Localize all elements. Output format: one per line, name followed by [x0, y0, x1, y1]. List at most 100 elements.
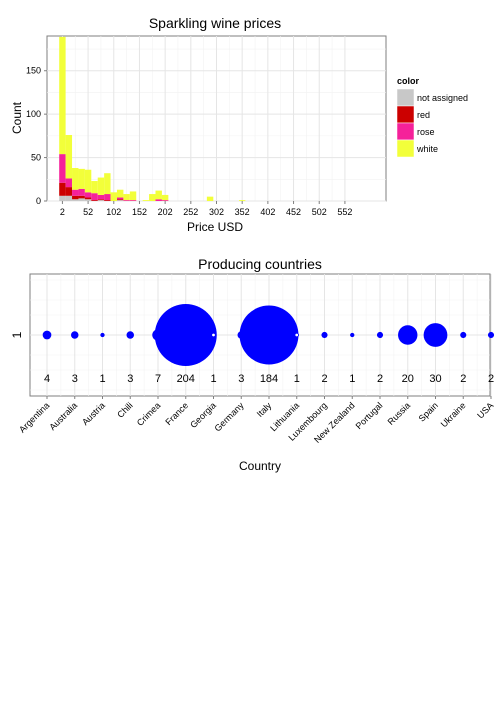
- x-tick-label: France: [163, 400, 190, 427]
- x-tick-label: Spain: [417, 400, 440, 423]
- series-white: [59, 36, 246, 201]
- histogram-bar: [123, 194, 130, 201]
- countries-chart: Producing countries 4 3 1 3 7 204 1 3 184 1 2 1 2 20 3…: [10, 256, 495, 473]
- bubble-luxembourg: [321, 331, 328, 339]
- bubble-argentina: [42, 330, 52, 340]
- count-label: 3: [238, 373, 244, 385]
- x-tick-label: Argentina: [17, 400, 51, 434]
- count-label: 3: [72, 373, 78, 385]
- countries-bubbles: [42, 304, 495, 366]
- countries-title: Producing countries: [198, 256, 322, 272]
- histogram-y-axis-label: Count: [10, 101, 24, 134]
- x-tick-label: Germany: [212, 400, 246, 434]
- x-tick-label: Ukraine: [439, 400, 468, 429]
- histogram-bar: [84, 169, 92, 193]
- histogram-bar: [78, 195, 85, 199]
- histogram-y-ticks: 0 50 100 150: [26, 66, 47, 206]
- histogram-bar: [78, 168, 85, 189]
- histogram-bar: [110, 192, 117, 201]
- histogram-bar: [59, 36, 66, 155]
- histogram-bar: [161, 200, 169, 201]
- histogram-bar: [104, 173, 111, 195]
- count-label: 204: [177, 373, 195, 385]
- legend-key: [396, 105, 415, 124]
- histogram-bar: [149, 194, 156, 201]
- histogram-bar: [78, 188, 85, 196]
- x-tick-label: 502: [312, 207, 327, 217]
- histogram-bar: [97, 200, 105, 201]
- count-label: 1: [210, 373, 216, 385]
- x-tick-label: 452: [286, 207, 301, 217]
- y-tick-label: 0: [36, 196, 41, 206]
- legend-label: red: [417, 110, 430, 120]
- histogram-title: Sparkling wine prices: [149, 15, 281, 31]
- y-tick-label: 150: [26, 66, 41, 76]
- histogram-bar: [59, 182, 66, 196]
- legend-label: rose: [417, 127, 435, 137]
- histogram-bar: [91, 181, 98, 194]
- x-tick-label: 552: [337, 207, 352, 217]
- count-label: 2: [488, 373, 494, 385]
- histogram-bar: [91, 200, 98, 201]
- count-label: 1: [349, 373, 355, 385]
- histogram-bar: [59, 195, 66, 201]
- histogram-bar: [238, 200, 246, 201]
- series-red: [59, 182, 124, 201]
- x-tick-label: Austria: [80, 400, 107, 427]
- histogram-bar: [104, 200, 111, 201]
- y-tick-label: 100: [26, 109, 41, 119]
- x-tick-label: Australia: [47, 400, 79, 432]
- histogram-bar: [97, 177, 105, 195]
- histogram-bar: [142, 200, 150, 201]
- x-tick-label: Russia: [386, 400, 413, 427]
- x-tick-label: Italy: [255, 400, 274, 419]
- x-tick-label: 152: [132, 207, 147, 217]
- countries-y-tick-1: 1: [10, 331, 24, 338]
- legend-key: [396, 88, 415, 107]
- bubble-usa: [487, 331, 495, 339]
- legend-key: [396, 122, 415, 141]
- histogram-bar: [59, 154, 66, 183]
- y-tick-label: 50: [31, 153, 41, 163]
- x-tick-label: 252: [183, 207, 198, 217]
- histogram-bar: [65, 135, 73, 179]
- histogram-bar: [72, 199, 79, 201]
- count-label: 2: [321, 373, 327, 385]
- histogram-bar: [116, 197, 124, 200]
- histogram-bar: [84, 199, 92, 201]
- histogram-bar: [104, 194, 111, 201]
- count-label: 1: [294, 373, 300, 385]
- histogram-bar: [72, 195, 79, 200]
- bubble-new-zealand: [350, 332, 355, 338]
- bubble-australia: [70, 331, 79, 339]
- bubble-austria: [100, 332, 105, 338]
- histogram-bar: [84, 192, 92, 198]
- histogram-bar: [161, 194, 169, 201]
- histogram-bar: [97, 199, 105, 201]
- histogram-bar: [116, 189, 124, 198]
- count-label: 2: [377, 373, 383, 385]
- countries-x-axis-label: Country: [239, 459, 281, 473]
- x-tick-label: 2: [60, 207, 65, 217]
- legend-items: not assigned red rose white: [396, 88, 468, 158]
- bubble-chili: [126, 331, 135, 339]
- series-rose: [59, 154, 169, 201]
- histogram-chart: Sparkling wine prices 2 52 102 152 202 252 302…: [10, 15, 468, 234]
- count-label: 4: [44, 373, 50, 385]
- histogram-bar: [65, 187, 73, 196]
- count-label: 30: [429, 373, 441, 385]
- x-tick-label: 52: [83, 207, 93, 217]
- x-tick-label: 102: [106, 207, 121, 217]
- count-label: 2: [460, 373, 466, 385]
- legend-title: color: [397, 76, 420, 86]
- histogram-x-ticks: 2 52 102 152 202 252 302 352 402 452 502 552: [60, 201, 352, 217]
- histogram-legend: color not assigned red rose white: [396, 76, 468, 158]
- histogram-bar: [116, 199, 124, 201]
- histogram-bar: [72, 168, 79, 190]
- histogram-bar: [155, 190, 162, 200]
- series-not-assigned: [59, 195, 124, 201]
- bubble-portugal: [376, 331, 384, 339]
- histogram-bar: [123, 200, 130, 201]
